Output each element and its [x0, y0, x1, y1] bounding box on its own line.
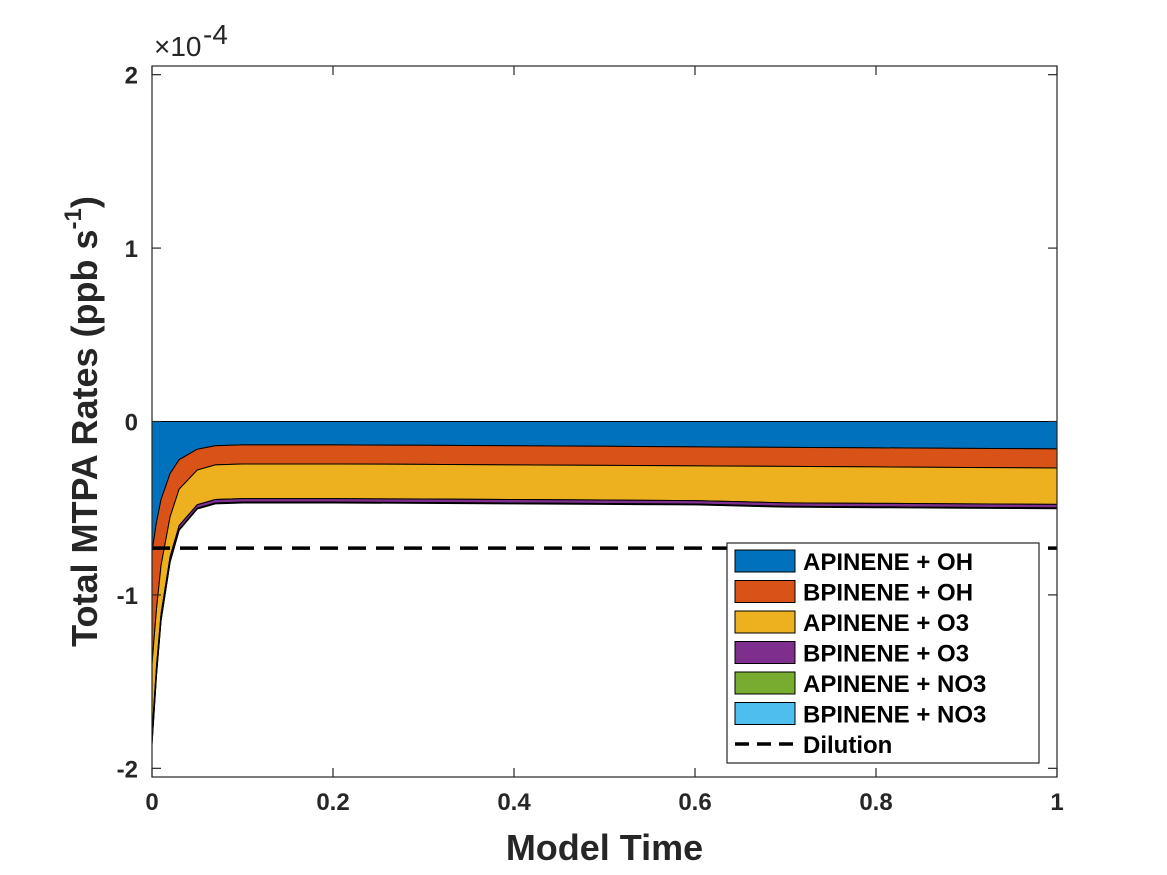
x-tick-label: 0.4 [497, 789, 531, 816]
y-axis-title: Total MTPA Rates (ppb s-1) [60, 196, 105, 647]
x-tick-label: 1 [1050, 789, 1063, 816]
y-tick-label: 0 [125, 410, 138, 437]
legend-swatch [734, 671, 796, 695]
legend-swatch [734, 610, 796, 634]
area-series-group [152, 421, 1057, 745]
legend-label: BPINENE + NO3 [803, 702, 986, 729]
legend: APINENE + OH BPINENE + OH APINENE + O3 BPIN… [726, 542, 1040, 764]
legend-label: BPINENE + OH [803, 580, 973, 607]
legend-swatch [734, 702, 796, 725]
y-axis-title-main: Total MTPA Rates (ppb s [64, 230, 105, 647]
legend-label: BPINENE + O3 [803, 641, 969, 668]
legend-swatch [734, 641, 796, 664]
legend-label: APINENE + O3 [803, 610, 969, 637]
y-axis-multiplier-exponent: -4 [203, 19, 228, 50]
y-tick-label: 1 [125, 236, 138, 263]
x-axis-title: Model Time [506, 827, 703, 868]
x-tick-label: 0.2 [316, 789, 349, 816]
x-tick-label: 0 [145, 789, 158, 816]
x-tick-label: 0.6 [678, 789, 711, 816]
y-axis-title-group: Total MTPA Rates (ppb s-1) [60, 196, 105, 647]
y-tick-label: -1 [117, 583, 138, 610]
y-axis-title-close: ) [64, 196, 105, 208]
x-tick-label: 0.8 [859, 789, 892, 816]
legend-label-dilution: Dilution [803, 732, 892, 759]
y-axis-multiplier: ×10 [154, 31, 202, 62]
plot-area: 0 0.2 0.4 0.6 0.8 1 -2 -1 0 1 2 ×10 -4 Model Time Tota… [60, 19, 1064, 868]
y-tick-label: 2 [125, 63, 138, 90]
legend-swatch [734, 549, 796, 573]
legend-swatch [734, 580, 796, 603]
legend-label: APINENE + OH [803, 549, 973, 576]
y-tick-label: -2 [117, 756, 138, 783]
legend-label: APINENE + NO3 [803, 671, 986, 698]
y-axis-title-superscript: -1 [60, 208, 87, 229]
area-series-6 [152, 502, 1057, 745]
